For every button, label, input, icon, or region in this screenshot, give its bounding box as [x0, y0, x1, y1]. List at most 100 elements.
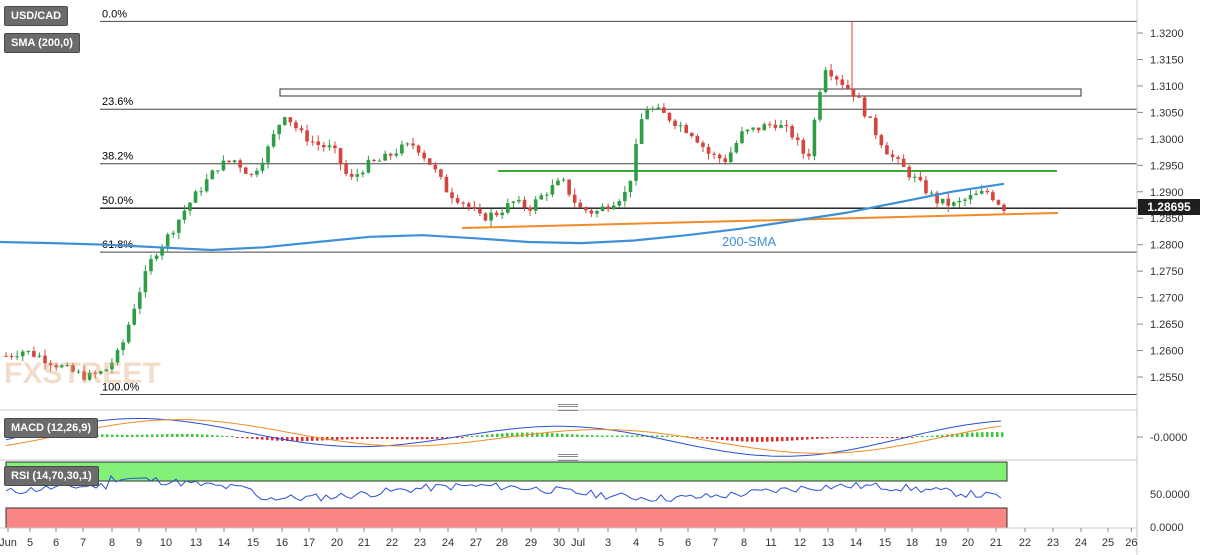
- macd-bar: [876, 437, 879, 438]
- candle-body: [483, 213, 488, 221]
- macd-bar: [216, 435, 219, 437]
- macd-bar: [316, 437, 319, 441]
- candle-body: [1002, 204, 1006, 211]
- candle-body: [539, 195, 544, 200]
- candle-body: [15, 356, 19, 358]
- candle-body: [305, 130, 309, 142]
- candle-body: [76, 371, 81, 373]
- macd-bar: [821, 437, 824, 439]
- macd-bar: [416, 437, 419, 440]
- macd-bar: [986, 432, 989, 437]
- time-tick-label: 8: [109, 537, 115, 549]
- candle-body: [801, 140, 806, 154]
- macd-bar: [351, 437, 354, 440]
- macd-bar: [706, 437, 709, 439]
- time-tick-label: 28: [496, 537, 508, 549]
- candle-body: [946, 198, 951, 206]
- time-tick-label: 22: [386, 537, 398, 549]
- candle-body: [712, 153, 716, 155]
- candle-body: [210, 170, 215, 180]
- candle-body: [667, 112, 672, 121]
- candle-body: [444, 176, 449, 193]
- macd-bar: [586, 434, 589, 437]
- time-axis: Jun 5 6 7 8 9 10 13 14 15 16 17 20 21 22 23 24 27 28 29 30 Ju…: [0, 528, 1138, 549]
- candle-body: [846, 84, 850, 89]
- candle-body: [361, 172, 365, 175]
- candle-body: [834, 76, 839, 80]
- time-tick-label: 18: [906, 537, 918, 549]
- candle-body: [729, 152, 733, 163]
- macd-bar: [286, 437, 289, 442]
- candle-body: [82, 371, 86, 380]
- macd-bar: [711, 437, 714, 440]
- macd-bar: [491, 434, 494, 437]
- macd-bar: [431, 437, 434, 440]
- candle-body: [656, 107, 661, 109]
- candle-body: [494, 212, 499, 216]
- panel-resize-handle-2[interactable]: [558, 454, 578, 461]
- macd-bar: [311, 437, 314, 441]
- macd-bar: [896, 437, 899, 438]
- candle-body: [489, 212, 493, 221]
- candle-body: [706, 147, 711, 154]
- price-tick-label: 1.3050: [1150, 107, 1184, 119]
- time-tick-label: 27: [470, 537, 482, 549]
- candle-body: [567, 179, 571, 195]
- panel-resize-handle[interactable]: [558, 404, 578, 411]
- candle-body: [71, 365, 75, 372]
- candle-body: [349, 173, 354, 177]
- macd-bar: [871, 437, 874, 438]
- fib-label: 38.2%: [102, 151, 133, 163]
- macd-bar: [236, 437, 239, 438]
- candle-body: [333, 145, 337, 149]
- candle-body: [232, 160, 237, 163]
- price-tick-label: 1.2800: [1150, 240, 1184, 252]
- candle-body: [405, 143, 410, 145]
- time-tick-label: 24: [1075, 537, 1087, 549]
- candle-body: [779, 124, 783, 128]
- macd-bar: [196, 434, 199, 437]
- time-tick-label: 15: [247, 537, 259, 549]
- macd-bar: [616, 435, 619, 437]
- macd-bar: [396, 437, 399, 440]
- signal-line: [5, 419, 1002, 454]
- macd-bar: [631, 435, 634, 437]
- macd-bar: [436, 437, 439, 439]
- candle-body: [974, 193, 978, 196]
- candle-body: [165, 234, 170, 247]
- macd-bar: [556, 433, 559, 437]
- macd-bar: [346, 437, 349, 440]
- macd-bar: [866, 437, 869, 438]
- macd-bar: [836, 437, 839, 439]
- candle-body: [260, 162, 265, 171]
- macd-bar: [976, 432, 979, 437]
- macd-bar: [241, 437, 244, 438]
- macd-bar: [791, 437, 794, 441]
- macd-bar: [701, 437, 704, 439]
- macd-bar: [381, 437, 384, 439]
- macd-bar: [736, 437, 739, 442]
- candle-body: [662, 107, 666, 113]
- macd-bar: [786, 437, 789, 441]
- candle-body: [221, 160, 226, 171]
- candle-body: [299, 128, 304, 131]
- macd-bar: [811, 437, 814, 440]
- macd-bar: [446, 437, 449, 439]
- time-tick-label: 12: [794, 537, 806, 549]
- macd-bar: [651, 435, 654, 437]
- candle-body: [227, 160, 231, 163]
- candle-body: [572, 194, 577, 203]
- candle-body: [617, 201, 622, 206]
- macd-bar: [276, 437, 279, 441]
- macd-bar: [186, 433, 189, 437]
- candle-body: [461, 202, 465, 204]
- candle-body: [940, 198, 945, 204]
- time-tick-label: 16: [276, 537, 288, 549]
- macd-bar: [581, 434, 584, 437]
- macd-bar: [296, 437, 299, 442]
- macd-bar: [356, 437, 359, 440]
- candle-body: [701, 142, 705, 148]
- candle-body: [645, 109, 649, 120]
- macd-bar: [401, 437, 404, 440]
